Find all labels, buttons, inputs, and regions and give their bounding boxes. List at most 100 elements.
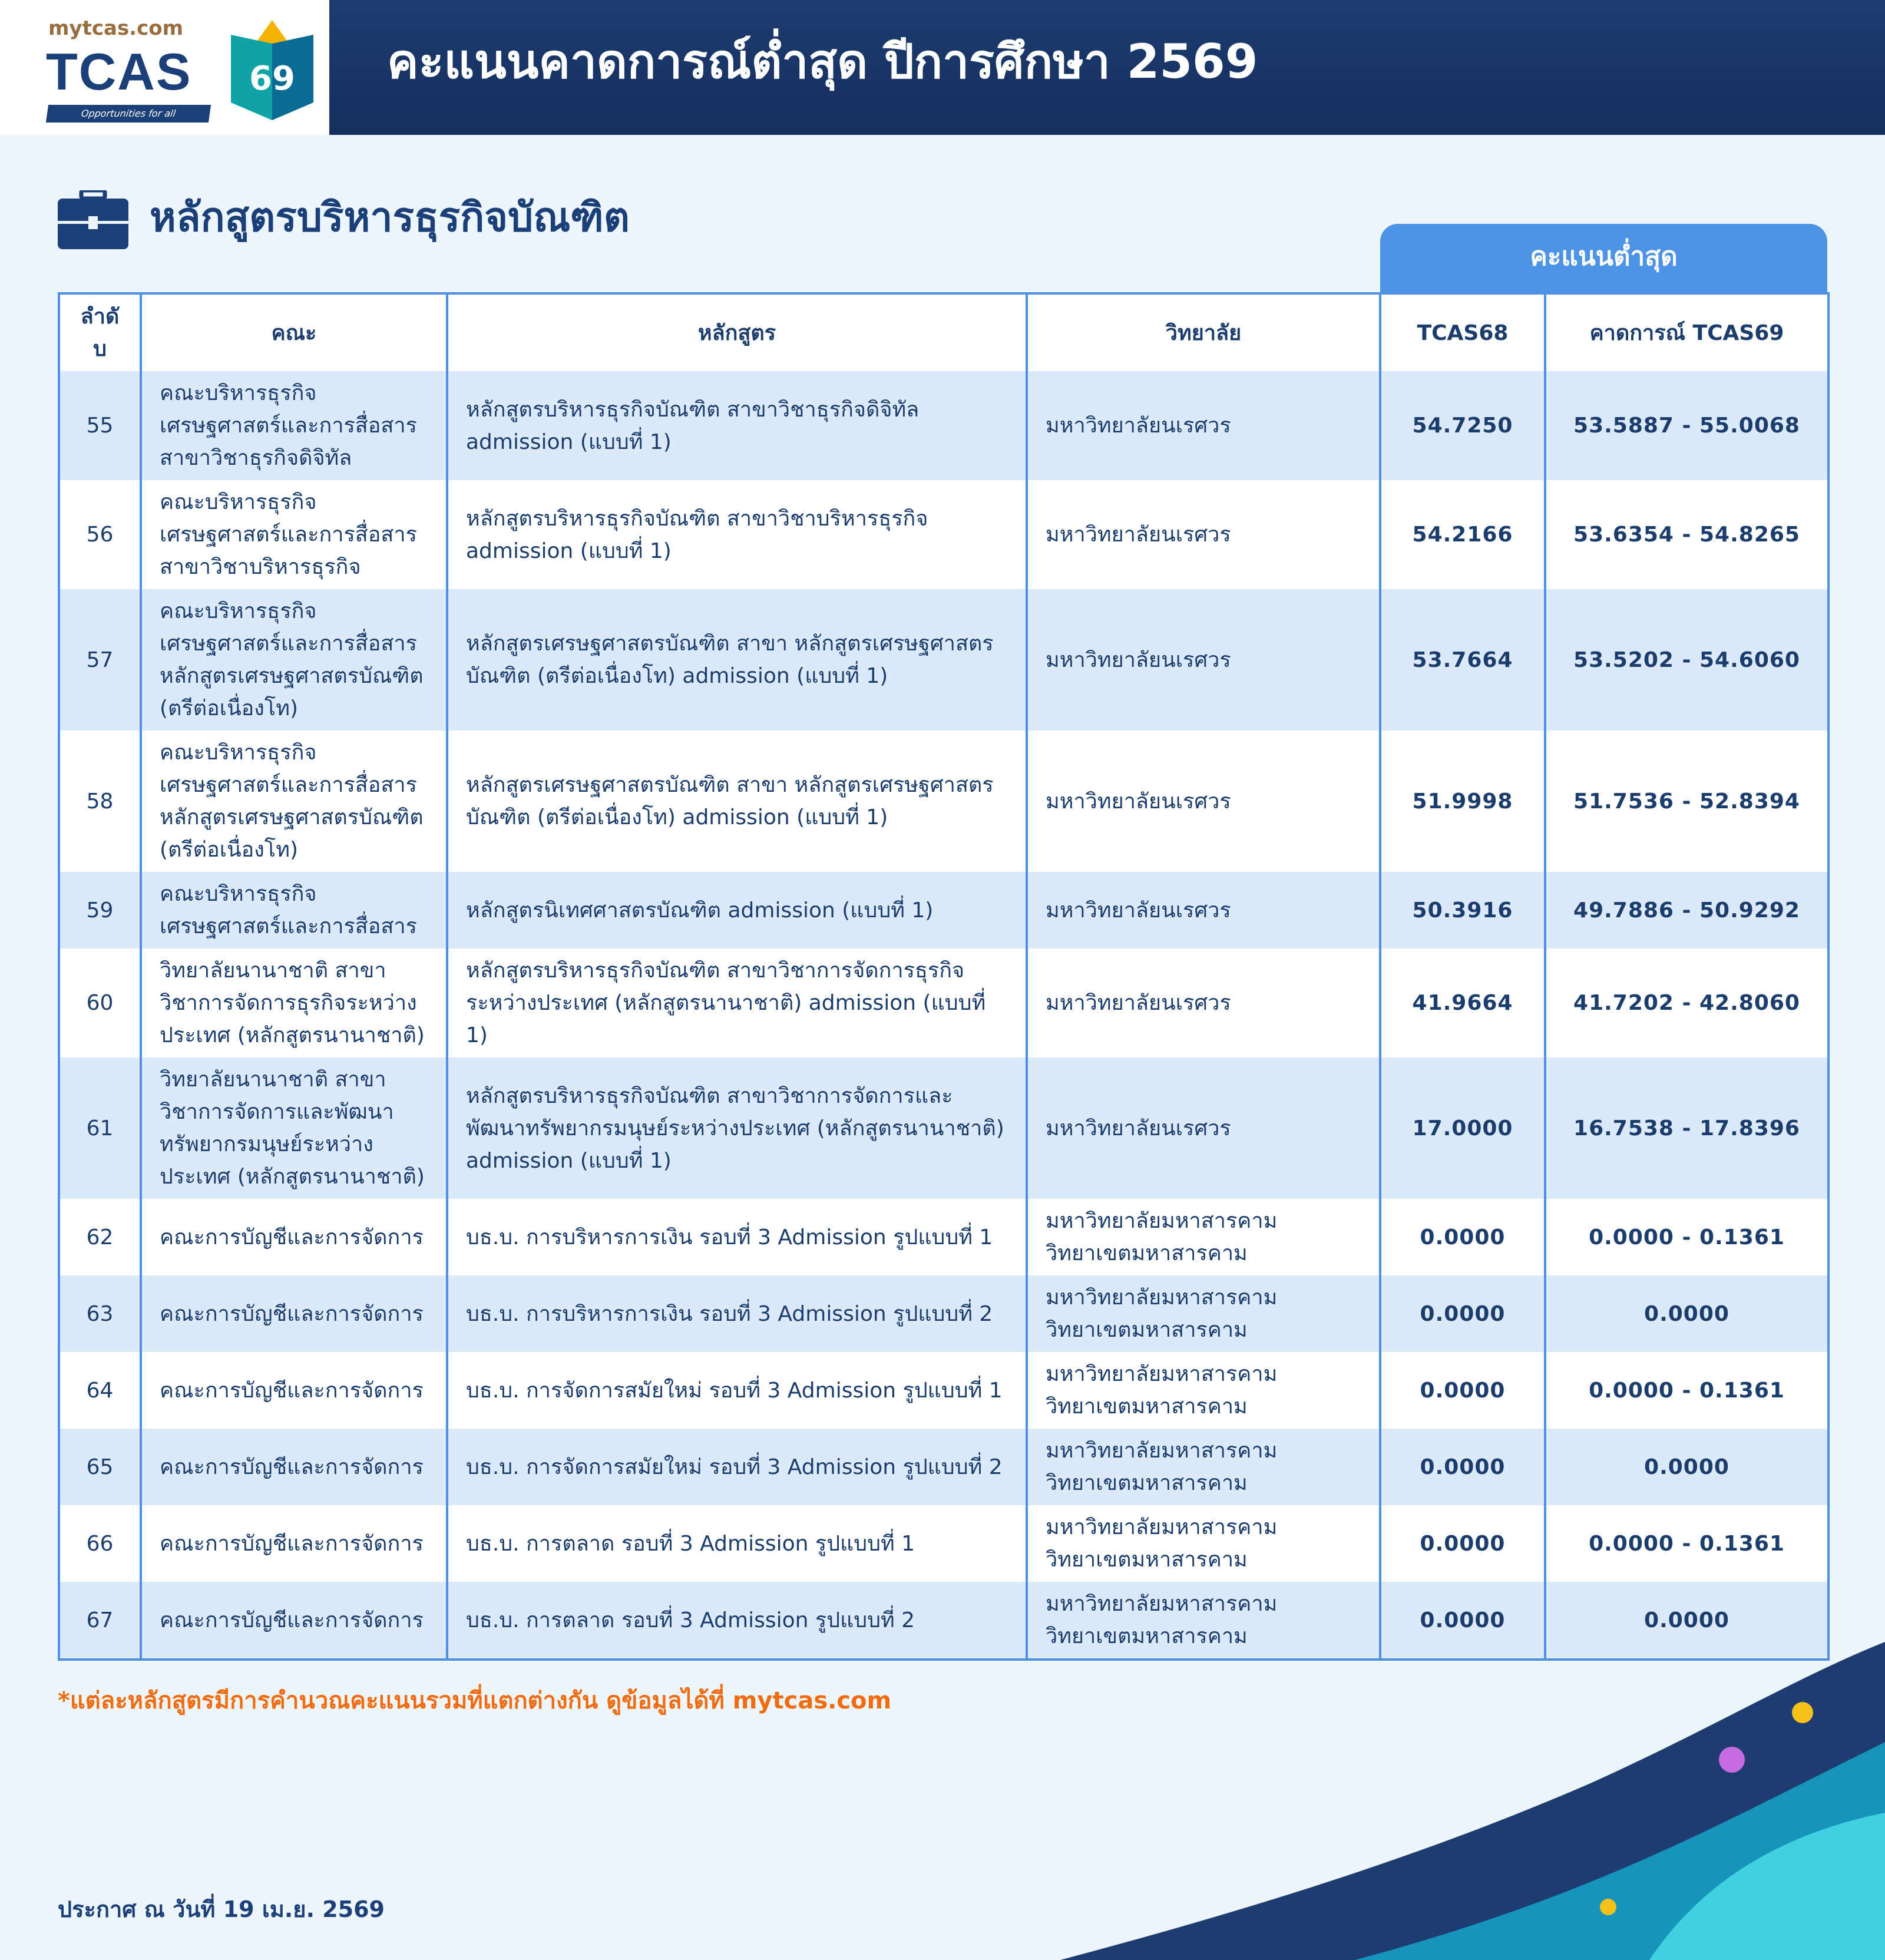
- faculty-cell: คณะบริหารธุรกิจ เศรษฐศาสตร์และการสื่อสาร…: [140, 371, 448, 480]
- table-row: 62 คณะการบัญชีและการจัดการ บธ.บ. การบริหาร…: [58, 1199, 1830, 1275]
- faculty-cell: คณะการบัญชีและการจัดการ: [140, 1352, 448, 1429]
- min-score-group-header: คะแนนต่ำสุด: [1380, 224, 1827, 293]
- tcas69-forecast-cell: 0.0000: [1544, 1275, 1830, 1352]
- main-content: ลำดับ คณะ หลักสูตร วิทยาลัย TCAS68 คาดกา…: [58, 0, 1830, 1960]
- table-row: 63 คณะการบัญชีและการจัดการ บธ.บ. การบริหาร…: [58, 1275, 1830, 1352]
- tcas69-forecast-cell: 53.5887 - 55.0068: [1544, 371, 1830, 480]
- tcas69-forecast-cell: 53.5202 - 54.6060: [1544, 589, 1830, 731]
- tcas69-forecast-cell: 0.0000 - 0.1361: [1544, 1199, 1830, 1275]
- faculty-cell: คณะบริหารธุรกิจ เศรษฐศาสตร์และการสื่อสาร…: [140, 480, 448, 589]
- faculty-cell: คณะการบัญชีและการจัดการ: [140, 1275, 448, 1352]
- university-cell: มหาวิทยาลัยมหาสารคาม วิทยาเขตมหาสารคาม: [1026, 1352, 1381, 1429]
- tcas69-forecast-cell: 0.0000 - 0.1361: [1544, 1505, 1830, 1582]
- faculty-cell: วิทยาลัยนานาชาติ สาขาวิชาการจัดการธุรกิจ…: [140, 948, 448, 1057]
- brand-year: 69: [249, 60, 295, 98]
- program-cell: หลักสูตรนิเทศศาสตรบัณฑิต admission (แบบท…: [446, 872, 1028, 948]
- program-cell: หลักสูตรเศรษฐศาสตรบัณฑิต สาขา หลักสูตรเศ…: [446, 589, 1028, 731]
- program-cell: หลักสูตรบริหารธุรกิจบัณฑิต สาขาวิชาการจั…: [446, 948, 1028, 1057]
- row-number: 58: [58, 731, 142, 872]
- tcas68-score-cell: 53.7664: [1379, 589, 1546, 731]
- university-cell: มหาวิทยาลัยนเรศวร: [1026, 371, 1381, 480]
- tcas68-score-cell: 0.0000: [1379, 1429, 1546, 1505]
- university-cell: มหาวิทยาลัยนเรศวร: [1026, 948, 1381, 1057]
- university-cell: มหาวิทยาลัยมหาสารคาม วิทยาเขตมหาสารคาม: [1026, 1199, 1381, 1275]
- faculty-cell: คณะบริหารธุรกิจ เศรษฐศาสตร์และการสื่อสาร…: [140, 731, 448, 872]
- row-number: 66: [58, 1505, 142, 1582]
- university-cell: มหาวิทยาลัยนเรศวร: [1026, 872, 1381, 948]
- tcas69-forecast-cell: 41.7202 - 42.8060: [1544, 948, 1830, 1057]
- table-row: 66 คณะการบัญชีและการจัดการ บธ.บ. การตลาด ร…: [58, 1505, 1830, 1582]
- table-row: 65 คณะการบัญชีและการจัดการ บธ.บ. การจัดการ…: [58, 1429, 1830, 1505]
- row-number: 60: [58, 948, 142, 1057]
- tcas69-forecast-cell: 53.6354 - 54.8265: [1544, 480, 1830, 589]
- tcas68-score-cell: 51.9998: [1379, 731, 1546, 872]
- table-row: 58 คณะบริหารธุรกิจ เศรษฐศาสตร์และการสื่อส…: [58, 731, 1830, 872]
- page-title: คะแนนคาดการณ์ต่ำสุด ปีการศึกษา 2569: [387, 34, 1258, 89]
- program-cell: หลักสูตรบริหารธุรกิจบัณฑิต สาขาวิชาธุรกิ…: [446, 371, 1028, 480]
- faculty-cell: วิทยาลัยนานาชาติ สาขาวิชาการจัดการและพัฒ…: [140, 1057, 448, 1199]
- row-number: 57: [58, 589, 142, 731]
- header-banner: mytcas.com TCAS Opportunities for all 69…: [0, 0, 1885, 135]
- section-title: หลักสูตรบริหารธุรกิจบัณฑิต: [150, 194, 630, 241]
- tcas69-forecast-cell: 0.0000 - 0.1361: [1544, 1352, 1830, 1429]
- table-row: 57 คณะบริหารธุรกิจ เศรษฐศาสตร์และการสื่อส…: [58, 589, 1830, 731]
- university-cell: มหาวิทยาลัยนเรศวร: [1026, 1057, 1381, 1199]
- row-number: 67: [58, 1582, 142, 1660]
- program-cell: หลักสูตรบริหารธุรกิจบัณฑิต สาขาวิชาการจั…: [446, 1057, 1028, 1199]
- program-cell: บธ.บ. การจัดการสมัยใหม่ รอบที่ 3 Admissi…: [446, 1429, 1028, 1505]
- row-number: 56: [58, 480, 142, 589]
- tcas68-score-cell: 0.0000: [1379, 1582, 1546, 1660]
- tcas69-forecast-cell: 51.7536 - 52.8394: [1544, 731, 1830, 872]
- table-row: 60 วิทยาลัยนานาชาติ สาขาวิชาการจัดการธุรก…: [58, 948, 1830, 1057]
- announcement-date: ประกาศ ณ วันที่ 19 เม.ย. 2569: [58, 1896, 385, 1922]
- table-row: 64 คณะการบัญชีและการจัดการ บธ.บ. การจัดการ…: [58, 1352, 1830, 1429]
- table-row: 56 คณะบริหารธุรกิจ เศรษฐศาสตร์และการสื่อส…: [58, 480, 1830, 589]
- faculty-cell: คณะการบัญชีและการจัดการ: [140, 1429, 448, 1505]
- tcas-logo: mytcas.com TCAS Opportunities for all 69: [0, 0, 329, 135]
- book-69-icon: 69: [231, 20, 313, 120]
- table-row: 61 วิทยาลัยนานาชาติ สาขาวิชาการจัดการและพ…: [58, 1057, 1830, 1199]
- row-number: 63: [58, 1275, 142, 1352]
- tcas68-score-cell: 50.3916: [1379, 872, 1546, 948]
- tcas68-score-cell: 0.0000: [1379, 1275, 1546, 1352]
- faculty-cell: คณะบริหารธุรกิจ เศรษฐศาสตร์และการสื่อสาร: [140, 872, 448, 948]
- row-number: 65: [58, 1429, 142, 1505]
- program-cell: บธ.บ. การบริหารการเงิน รอบที่ 3 Admissio…: [446, 1199, 1028, 1275]
- table-row: 67 คณะการบัญชีและการจัดการ บธ.บ. การตลาด ร…: [58, 1582, 1830, 1660]
- university-cell: มหาวิทยาลัยนเรศวร: [1026, 480, 1381, 589]
- row-number: 59: [58, 872, 142, 948]
- program-cell: หลักสูตรเศรษฐศาสตรบัณฑิต สาขา หลักสูตรเศ…: [446, 731, 1028, 872]
- program-cell: บธ.บ. การจัดการสมัยใหม่ รอบที่ 3 Admissi…: [446, 1352, 1028, 1429]
- university-cell: มหาวิทยาลัยนเรศวร: [1026, 589, 1381, 731]
- university-cell: มหาวิทยาลัยนเรศวร: [1026, 731, 1381, 872]
- tcas68-score-cell: 54.2166: [1379, 480, 1546, 589]
- score-table: ลำดับ คณะ หลักสูตร วิทยาลัย TCAS68 คาดกา…: [58, 292, 1830, 1661]
- faculty-cell: คณะการบัญชีและการจัดการ: [140, 1505, 448, 1582]
- tcas68-score-cell: 17.0000: [1379, 1057, 1546, 1199]
- program-cell: บธ.บ. การตลาด รอบที่ 3 Admission รูปแบบท…: [446, 1505, 1028, 1582]
- faculty-cell: คณะการบัญชีและการจัดการ: [140, 1199, 448, 1275]
- faculty-cell: คณะการบัญชีและการจัดการ: [140, 1582, 448, 1660]
- brand-name: TCAS: [46, 42, 192, 101]
- tcas69-forecast-cell: 16.7538 - 17.8396: [1544, 1057, 1830, 1199]
- col-header-no: ลำดับ: [58, 293, 142, 371]
- col-header-program: หลักสูตร: [446, 293, 1028, 371]
- table-row: 59 คณะบริหารธุรกิจ เศรษฐศาสตร์และการสื่อส…: [58, 872, 1830, 948]
- university-cell: มหาวิทยาลัยมหาสารคาม วิทยาเขตมหาสารคาม: [1026, 1582, 1381, 1660]
- tcas69-forecast-cell: 49.7886 - 50.9292: [1544, 872, 1830, 948]
- tcas69-forecast-cell: 0.0000: [1544, 1582, 1830, 1660]
- university-cell: มหาวิทยาลัยมหาสารคาม วิทยาเขตมหาสารคาม: [1026, 1429, 1381, 1505]
- tcas68-score-cell: 41.9664: [1379, 948, 1546, 1057]
- program-cell: บธ.บ. การบริหารการเงิน รอบที่ 3 Admissio…: [446, 1275, 1028, 1352]
- program-cell: บธ.บ. การตลาด รอบที่ 3 Admission รูปแบบท…: [446, 1582, 1028, 1660]
- faculty-cell: คณะบริหารธุรกิจ เศรษฐศาสตร์และการสื่อสาร…: [140, 589, 448, 731]
- briefcase-icon: [58, 190, 128, 249]
- footnote: *แต่ละหลักสูตรมีการคำนวณคะแนนรวมที่แตกต่…: [58, 1687, 892, 1714]
- tcas68-score-cell: 0.0000: [1379, 1352, 1546, 1429]
- col-header-university: วิทยาลัย: [1026, 293, 1381, 371]
- university-cell: มหาวิทยาลัยมหาสารคาม วิทยาเขตมหาสารคาม: [1026, 1505, 1381, 1582]
- row-number: 55: [58, 371, 142, 480]
- site-name: mytcas.com: [48, 16, 184, 40]
- tcas68-score-cell: 0.0000: [1379, 1199, 1546, 1275]
- col-header-faculty: คณะ: [140, 293, 448, 371]
